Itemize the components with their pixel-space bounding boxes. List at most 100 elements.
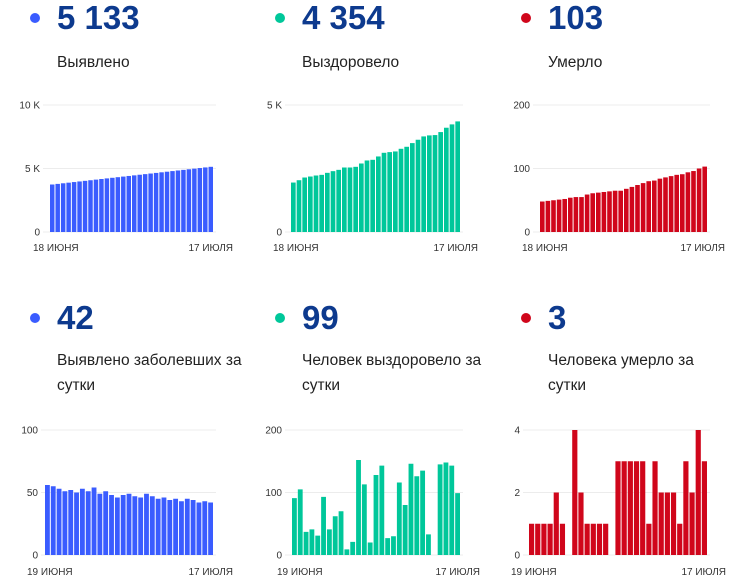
bar: [646, 523, 652, 555]
bar: [120, 495, 126, 555]
bar: [629, 186, 635, 232]
bar: [325, 172, 330, 232]
stat-label: Умерло: [548, 54, 603, 71]
bar: [584, 523, 590, 555]
bar: [443, 462, 449, 555]
bar: [132, 496, 138, 555]
bar: [579, 197, 584, 232]
bar: [379, 465, 385, 555]
bar: [421, 136, 426, 232]
bar: [79, 488, 85, 555]
bar: [370, 159, 375, 232]
bar: [175, 170, 181, 232]
bar: [62, 491, 68, 555]
bar: [572, 430, 578, 555]
bar: [535, 523, 541, 555]
bar: [432, 135, 438, 232]
bar: [110, 177, 115, 232]
bar: [167, 500, 173, 555]
bar: [126, 493, 132, 555]
bar: [674, 174, 679, 232]
bar: [203, 167, 208, 232]
bar: [132, 175, 137, 232]
x-label-end: 17 ИЮЛЯ: [680, 243, 725, 254]
bar: [66, 182, 71, 232]
bar: [633, 461, 640, 555]
bar: [109, 495, 114, 555]
bar: [149, 496, 155, 555]
bar: [93, 179, 99, 232]
bar: [590, 523, 596, 555]
bar: [408, 463, 414, 555]
bar: [350, 541, 356, 555]
bar: [437, 464, 443, 555]
bar: [393, 151, 398, 232]
bar: [85, 491, 91, 555]
stat-value: 4 354: [302, 0, 385, 36]
bar: [114, 497, 120, 555]
bar: [414, 476, 420, 555]
bar: [376, 156, 381, 232]
bar: [551, 200, 556, 232]
bar: [547, 523, 553, 555]
bar: [313, 175, 319, 232]
bar: [99, 179, 104, 232]
bar: [455, 121, 460, 232]
bar: [142, 174, 148, 232]
bar: [292, 498, 297, 555]
bar: [677, 523, 683, 555]
bar: [612, 190, 618, 232]
bar: [190, 500, 196, 555]
bar: [103, 491, 109, 555]
bar: [126, 175, 131, 232]
bar: [618, 190, 623, 232]
bar: [50, 184, 55, 232]
bar: [164, 171, 170, 232]
stat-value: 99: [302, 299, 339, 336]
bar: [573, 197, 579, 232]
bar: [353, 166, 358, 232]
bar: [97, 493, 103, 555]
bar: [342, 167, 347, 232]
x-label-start: 18 ИЮНЯ: [33, 243, 79, 254]
bar: [155, 498, 161, 555]
stat-label: Человека умерло за сутки: [548, 352, 694, 394]
bar: [596, 523, 603, 555]
bar: [50, 486, 56, 555]
stat-label: Выявлено: [57, 54, 130, 71]
bar: [303, 531, 309, 555]
bar: [361, 484, 367, 555]
bar: [540, 201, 545, 232]
bar: [664, 492, 670, 555]
bar: [319, 174, 324, 232]
y-tick-label: 200: [513, 101, 530, 112]
bar: [208, 502, 213, 555]
bar: [159, 172, 164, 232]
x-label-start: 18 ИЮНЯ: [273, 243, 319, 254]
y-tick-label: 200: [265, 426, 282, 437]
bar: [196, 502, 202, 555]
bar: [640, 461, 646, 555]
bar: [627, 461, 633, 555]
bar: [402, 505, 408, 555]
bar: [153, 172, 159, 232]
y-tick-label: 100: [513, 164, 530, 175]
bar: [161, 497, 167, 555]
bar: [568, 197, 573, 232]
x-label-start: 19 ИЮНЯ: [511, 567, 557, 578]
y-tick-label: 5 K: [267, 101, 282, 112]
bar: [74, 492, 79, 555]
bar: [685, 172, 691, 232]
bar: [635, 185, 640, 232]
y-tick-label: 100: [21, 426, 38, 437]
y-tick-label: 0: [514, 551, 520, 562]
bar: [701, 461, 707, 555]
bar: [683, 461, 689, 555]
bar: [426, 534, 431, 555]
bar: [338, 511, 344, 555]
bar: [396, 482, 402, 555]
bar: [326, 529, 332, 555]
bar: [91, 487, 97, 555]
bar: [138, 497, 144, 555]
